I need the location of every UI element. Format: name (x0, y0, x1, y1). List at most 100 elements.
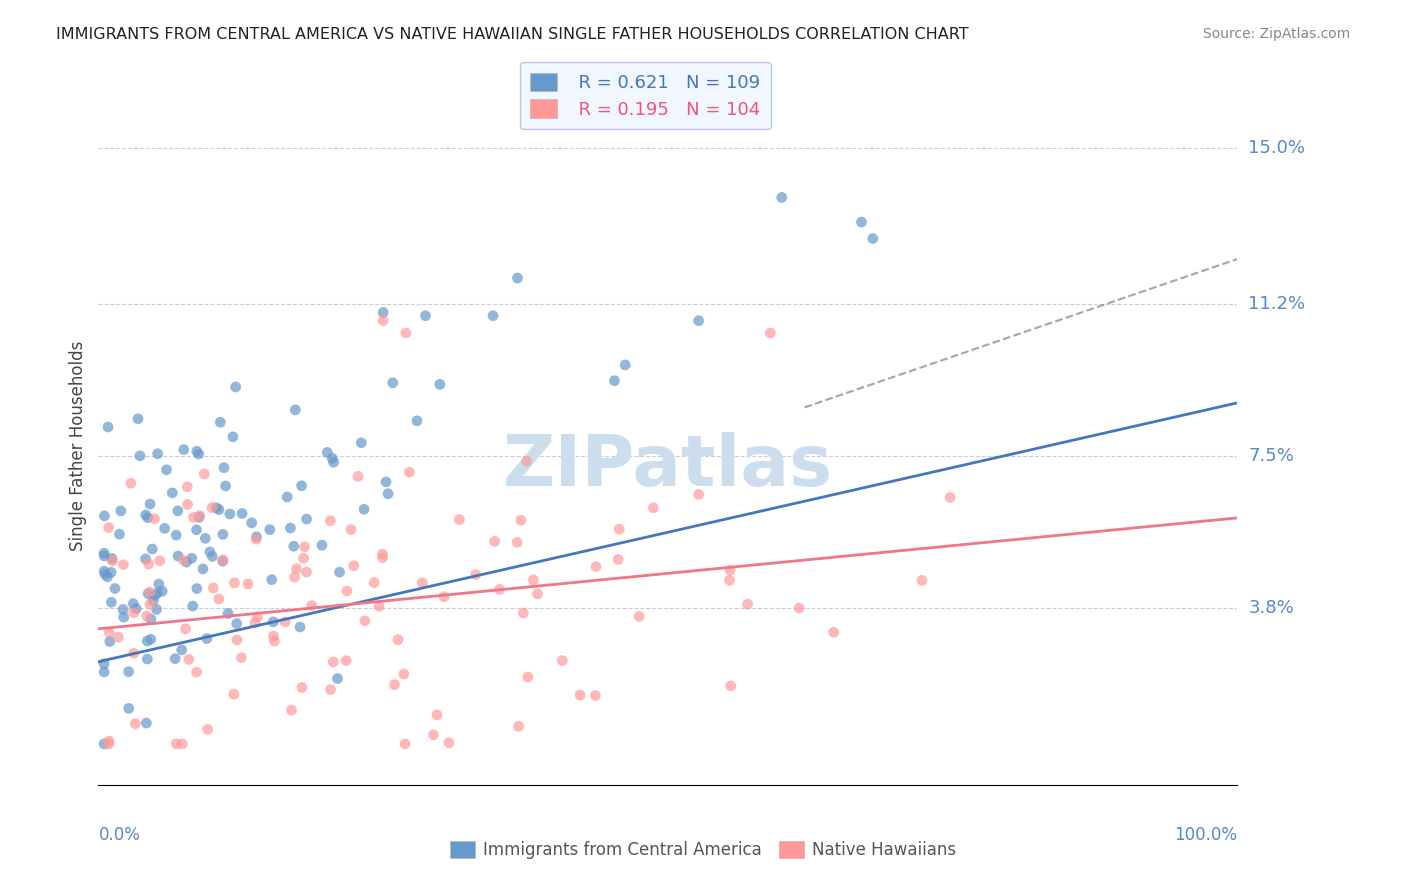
Point (288, 620, 311, 634)
Point (155, 463, 177, 477)
Point (139, 585, 162, 599)
Point (292, 551, 315, 566)
Point (603, 374, 626, 388)
Point (429, 377, 451, 392)
Point (93, 737, 115, 751)
Point (93, 546, 115, 560)
Point (607, 552, 630, 566)
Point (208, 591, 231, 606)
Point (104, 582, 127, 596)
Point (322, 655, 344, 669)
Point (101, 554, 124, 568)
Point (165, 651, 187, 665)
Point (125, 601, 148, 615)
Point (150, 584, 173, 599)
Point (245, 532, 267, 546)
Point (187, 447, 209, 461)
Point (146, 447, 169, 461)
Point (353, 502, 375, 516)
Point (387, 632, 409, 647)
Point (122, 606, 145, 620)
Point (350, 435, 373, 450)
Point (770, 190, 793, 204)
Point (236, 577, 259, 591)
Point (375, 475, 398, 489)
Point (384, 678, 406, 692)
Point (186, 523, 208, 537)
Point (737, 597, 759, 611)
Point (139, 597, 162, 611)
Point (201, 549, 224, 564)
Point (224, 575, 246, 590)
Point (165, 528, 187, 542)
Point (174, 622, 197, 636)
Point (301, 599, 323, 613)
Point (628, 609, 651, 624)
Point (176, 555, 198, 569)
Point (180, 551, 202, 566)
Text: IMMIGRANTS FROM CENTRAL AMERICA VS NATIVE HAWAIIAN SINGLE FATHER HOUSEHOLDS CORR: IMMIGRANTS FROM CENTRAL AMERICA VS NATIV… (56, 27, 969, 42)
Point (93, 508, 115, 523)
Point (340, 523, 363, 537)
Point (295, 512, 318, 526)
Point (101, 551, 124, 566)
Point (246, 609, 269, 624)
Point (218, 507, 240, 521)
Point (231, 507, 253, 521)
Point (321, 451, 343, 466)
Point (198, 545, 221, 559)
Point (176, 498, 198, 512)
Point (231, 650, 253, 665)
Point (316, 445, 339, 459)
Point (263, 629, 285, 643)
Point (371, 305, 394, 319)
Point (93, 657, 115, 671)
Point (136, 652, 159, 666)
Point (214, 479, 236, 493)
Point (136, 510, 159, 524)
Point (354, 614, 377, 628)
Point (201, 500, 224, 515)
Point (569, 688, 592, 702)
Point (585, 559, 607, 574)
Text: Source: ZipAtlas.com: Source: ZipAtlas.com (1202, 27, 1350, 41)
Point (136, 634, 159, 648)
Point (97, 520, 120, 534)
Point (172, 553, 194, 567)
Point (186, 665, 208, 680)
Point (426, 707, 449, 722)
Point (371, 547, 394, 561)
Point (118, 701, 141, 715)
Point (139, 612, 162, 626)
Point (284, 570, 307, 584)
Point (112, 610, 135, 624)
Point (506, 271, 529, 285)
Point (127, 411, 149, 425)
Point (262, 615, 284, 629)
Point (285, 562, 308, 576)
Point (194, 532, 217, 546)
Point (135, 716, 157, 731)
Point (295, 565, 318, 579)
Point (718, 563, 741, 577)
Point (97, 420, 120, 434)
Point (911, 574, 934, 588)
Point (240, 516, 263, 530)
Point (294, 540, 316, 554)
Point (488, 582, 510, 597)
Text: 11.2%: 11.2% (1249, 295, 1306, 313)
Point (526, 587, 548, 601)
Point (516, 670, 538, 684)
Point (222, 687, 245, 701)
Point (107, 630, 129, 644)
Point (347, 469, 370, 483)
Point (371, 550, 394, 565)
Point (263, 634, 285, 648)
Legend:   R = 0.621   N = 109,   R = 0.195   N = 104: R = 0.621 N = 109, R = 0.195 N = 104 (520, 62, 770, 129)
Point (120, 476, 142, 491)
Point (509, 513, 531, 527)
Point (335, 654, 357, 668)
Point (139, 632, 162, 647)
Point (394, 737, 416, 751)
Point (117, 665, 139, 679)
